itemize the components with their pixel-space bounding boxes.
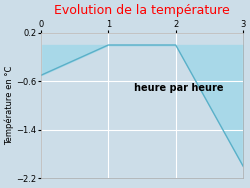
Title: Evolution de la température: Evolution de la température xyxy=(54,4,230,17)
Y-axis label: Température en °C: Température en °C xyxy=(4,66,14,145)
Text: heure par heure: heure par heure xyxy=(134,83,223,93)
